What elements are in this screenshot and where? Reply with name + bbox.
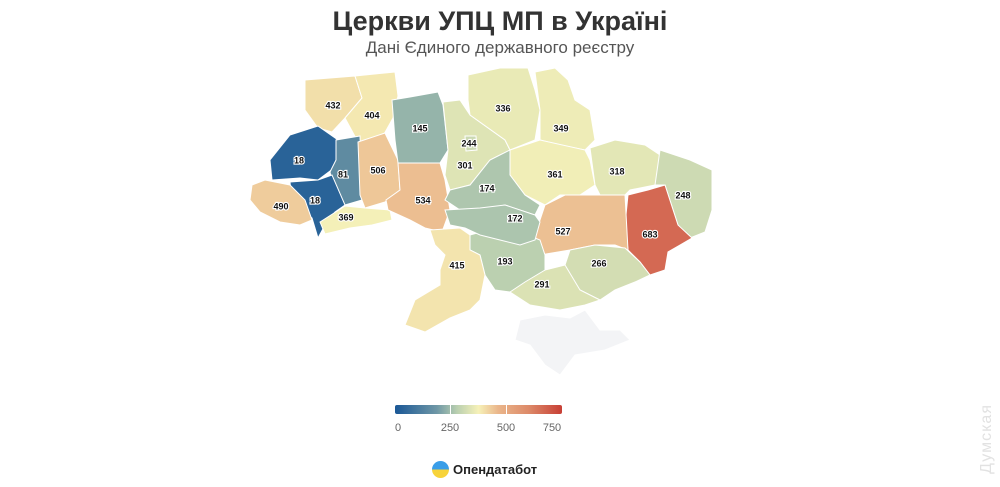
value-label-khmelnytskyi: 506	[370, 165, 385, 175]
region-odesa[interactable]	[404, 227, 486, 333]
value-label-ternopil: 81	[338, 169, 348, 179]
region-sumy[interactable]	[534, 67, 596, 151]
value-label-kirovohrad: 172	[507, 213, 522, 223]
value-label-kharkiv: 318	[609, 166, 624, 176]
opendatabot-logo[interactable]: Опендатабот	[432, 461, 537, 478]
region-kharkiv[interactable]	[589, 139, 661, 196]
value-label-kyiv-oblast: 301	[457, 160, 472, 170]
value-label-chernihiv: 336	[495, 103, 510, 113]
region-dnipro[interactable]	[534, 194, 629, 256]
region-zakarpattia[interactable]	[249, 179, 313, 226]
watermark: Думская	[978, 404, 995, 474]
opendatabot-logo-icon	[432, 461, 449, 478]
legend-tick: 750	[542, 422, 562, 434]
logo-text: Опендатабот	[453, 462, 538, 477]
value-label-kyiv-city: 244	[461, 138, 476, 148]
color-scale-legend	[395, 405, 562, 414]
region-lviv[interactable]	[269, 125, 339, 181]
value-label-zaporizhzhia: 266	[591, 258, 606, 268]
value-label-luhansk: 248	[675, 190, 690, 200]
region-chernihiv[interactable]	[467, 67, 541, 151]
value-label-rivne: 404	[364, 110, 379, 120]
map-title: Церкви УПЦ МП в Україні	[332, 6, 668, 36]
value-label-ivano-frankivsk: 18	[310, 195, 320, 205]
value-label-sumy: 349	[553, 123, 568, 133]
value-label-kherson: 291	[534, 279, 549, 289]
value-label-lviv: 18	[294, 155, 304, 165]
legend-tick: 500	[496, 422, 516, 434]
value-label-odesa: 415	[449, 260, 464, 270]
legend-separator	[450, 405, 451, 414]
region-vinnytsia[interactable]	[385, 162, 451, 233]
value-label-vinnytsia: 534	[415, 195, 430, 205]
legend-tick: 250	[440, 422, 460, 434]
value-label-chernivtsi: 369	[338, 212, 353, 222]
region-kyiv-city[interactable]	[464, 135, 478, 152]
region-crimea[interactable]	[514, 309, 631, 376]
value-label-mykolaiv: 193	[497, 256, 512, 266]
value-label-cherkasy: 174	[479, 183, 494, 193]
region-luhansk[interactable]	[654, 149, 713, 239]
map-subtitle: Дані Єдиного державного реєстру	[365, 38, 635, 57]
legend-tick: 0	[394, 422, 402, 434]
value-label-zhytomyr: 145	[412, 123, 427, 133]
region-chernivtsi[interactable]	[319, 205, 393, 235]
value-label-poltava: 361	[547, 169, 562, 179]
value-label-dnipro: 527	[555, 226, 570, 236]
region-kirovohrad[interactable]	[444, 204, 541, 246]
value-label-donetsk: 683	[642, 229, 657, 239]
value-label-zakarpattia: 490	[273, 201, 288, 211]
legend-separator	[506, 405, 507, 414]
value-label-volyn: 432	[325, 100, 340, 110]
